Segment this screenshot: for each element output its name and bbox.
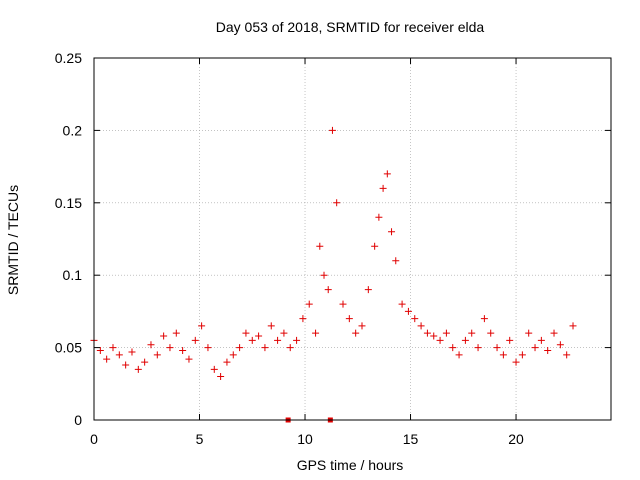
data-point	[128, 348, 136, 356]
data-point	[550, 329, 558, 337]
data-point	[392, 257, 400, 265]
points-layer	[90, 126, 577, 381]
data-point	[280, 329, 288, 337]
data-point	[423, 329, 431, 337]
data-point	[537, 336, 545, 344]
data-point	[461, 336, 469, 344]
grid-layer	[94, 58, 611, 420]
data-point	[388, 228, 396, 236]
data-point	[286, 344, 294, 352]
data-point	[512, 358, 520, 366]
data-point	[442, 329, 450, 337]
data-point	[430, 332, 438, 340]
data-point	[103, 355, 111, 363]
data-point	[449, 344, 457, 352]
data-point	[345, 315, 353, 323]
x-tick-label: 10	[297, 431, 313, 447]
data-point	[153, 351, 161, 359]
y-tick-label: 0.1	[63, 267, 83, 283]
chart-title: Day 053 of 2018, SRMTID for receiver eld…	[216, 19, 485, 35]
data-point	[379, 184, 387, 192]
data-point	[563, 351, 571, 359]
data-point	[383, 170, 391, 178]
data-point	[411, 315, 419, 323]
data-point	[328, 126, 336, 134]
data-point	[261, 344, 269, 352]
data-point	[109, 344, 117, 352]
data-point	[569, 322, 577, 330]
data-point	[468, 329, 476, 337]
data-point	[499, 351, 507, 359]
data-point	[179, 346, 187, 354]
data-point	[122, 361, 130, 369]
data-point	[198, 322, 206, 330]
data-point	[525, 329, 533, 337]
data-point	[191, 336, 199, 344]
data-point	[474, 344, 482, 352]
data-point	[134, 365, 142, 373]
data-point	[556, 341, 564, 349]
data-point	[480, 315, 488, 323]
data-point	[364, 286, 372, 294]
data-point	[248, 336, 256, 344]
y-tick-label: 0.15	[55, 195, 82, 211]
data-point	[398, 300, 406, 308]
data-point	[339, 300, 347, 308]
y-tick-label: 0	[74, 412, 82, 428]
data-point	[274, 336, 282, 344]
data-point	[352, 329, 360, 337]
data-point	[236, 344, 244, 352]
x-tick-label: 15	[403, 431, 419, 447]
data-point	[436, 336, 444, 344]
data-point	[305, 300, 313, 308]
data-point	[223, 358, 231, 366]
data-point	[217, 373, 225, 381]
data-point	[242, 329, 250, 337]
data-point	[544, 346, 552, 354]
data-point	[210, 365, 218, 373]
data-point	[141, 358, 149, 366]
y-axis-label: SRMTID / TECUs	[5, 185, 21, 295]
data-point	[487, 329, 495, 337]
data-point	[96, 346, 104, 354]
data-point	[255, 332, 263, 340]
data-point	[172, 329, 180, 337]
data-point	[506, 336, 514, 344]
data-point	[312, 329, 320, 337]
data-point	[404, 307, 412, 315]
data-point	[229, 351, 237, 359]
data-point	[358, 322, 366, 330]
data-point	[115, 351, 123, 359]
data-point	[375, 213, 383, 221]
plot-area-frame	[93, 57, 612, 421]
ticks-layer: 0 5 10 15 20 0 0.05 0.1 0.15 0.2 0.25	[55, 50, 611, 447]
data-point	[493, 344, 501, 352]
y-tick-label: 0.25	[55, 50, 82, 66]
data-point	[293, 336, 301, 344]
data-point	[160, 332, 168, 340]
y-tick-label: 0.05	[55, 340, 82, 356]
data-point	[204, 344, 212, 352]
data-point	[267, 322, 275, 330]
data-point	[324, 286, 332, 294]
data-point	[147, 341, 155, 349]
y-tick-label: 0.2	[63, 122, 83, 138]
data-point	[333, 199, 341, 207]
x-tick-label: 20	[508, 431, 524, 447]
x-tick-label: 5	[196, 431, 204, 447]
data-point	[518, 351, 526, 359]
data-point	[371, 242, 379, 250]
x-tick-label: 0	[90, 431, 98, 447]
data-point	[455, 351, 463, 359]
x-axis-label: GPS time / hours	[297, 457, 404, 473]
data-point	[185, 355, 193, 363]
data-point	[417, 322, 425, 330]
data-point	[316, 242, 324, 250]
data-point	[166, 344, 174, 352]
data-point	[320, 271, 328, 279]
data-point	[531, 344, 539, 352]
data-point	[299, 315, 307, 323]
